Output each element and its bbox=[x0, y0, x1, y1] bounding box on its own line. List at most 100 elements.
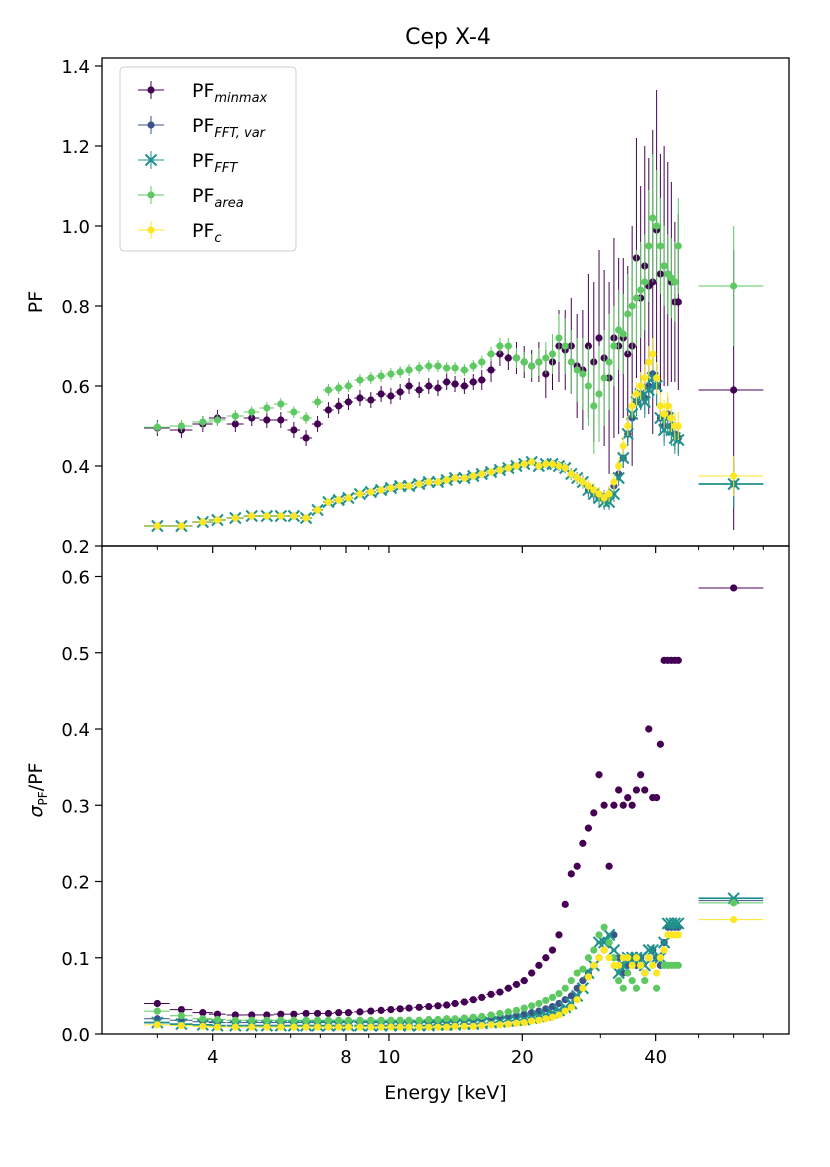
data-point bbox=[535, 462, 543, 470]
data-point bbox=[542, 354, 550, 362]
data-point bbox=[595, 490, 603, 498]
data-point bbox=[573, 996, 581, 1004]
data-point bbox=[469, 472, 477, 480]
data-point bbox=[595, 390, 603, 398]
data-point bbox=[628, 302, 636, 310]
data-point bbox=[641, 374, 649, 382]
data-point bbox=[356, 394, 364, 402]
data-point bbox=[460, 998, 468, 1006]
data-point-x bbox=[617, 451, 630, 465]
data-point bbox=[619, 984, 627, 992]
data-point bbox=[674, 422, 682, 430]
data-point bbox=[248, 1016, 256, 1024]
data-point bbox=[730, 472, 738, 480]
data-point bbox=[605, 938, 613, 947]
data-point bbox=[520, 1004, 528, 1012]
data-point bbox=[660, 410, 668, 418]
data-point bbox=[356, 376, 364, 384]
data-point bbox=[573, 474, 581, 482]
data-point bbox=[664, 402, 672, 410]
data-point bbox=[641, 278, 649, 286]
data-point bbox=[496, 466, 504, 474]
data-point bbox=[645, 725, 653, 733]
data-point bbox=[153, 423, 161, 431]
data-point-x bbox=[570, 989, 584, 1003]
data-point bbox=[263, 416, 271, 424]
data-point bbox=[451, 380, 459, 388]
data-point bbox=[730, 386, 738, 394]
data-point bbox=[535, 1016, 543, 1024]
data-point bbox=[153, 999, 161, 1008]
data-point-x bbox=[668, 917, 682, 930]
data-point bbox=[660, 946, 668, 954]
data-point bbox=[405, 482, 413, 490]
data-point bbox=[387, 370, 395, 378]
data-point bbox=[595, 771, 603, 779]
data-point bbox=[367, 488, 375, 496]
data-point bbox=[313, 398, 322, 406]
data-point bbox=[344, 398, 353, 406]
data-point bbox=[153, 522, 161, 530]
series-minmax bbox=[144, 584, 764, 1019]
data-point bbox=[177, 1022, 186, 1030]
data-point bbox=[632, 294, 641, 302]
data-point bbox=[387, 1016, 395, 1024]
legend-label: PFFFT, var bbox=[192, 115, 267, 141]
data-point bbox=[199, 1009, 207, 1017]
data-point bbox=[478, 376, 486, 384]
data-point bbox=[231, 420, 239, 428]
data-point bbox=[478, 1012, 486, 1021]
data-point bbox=[460, 366, 468, 374]
data-point bbox=[496, 1009, 504, 1018]
data-point bbox=[645, 242, 653, 250]
data-point bbox=[248, 1023, 256, 1031]
data-point bbox=[478, 993, 486, 1002]
data-point bbox=[624, 969, 632, 977]
y-tick-label: 0.0 bbox=[61, 1025, 90, 1046]
legend-item-fftvar: PFFFT, var bbox=[138, 115, 267, 141]
data-point bbox=[387, 1023, 395, 1031]
y-tick-label: 1.0 bbox=[61, 217, 90, 238]
data-point bbox=[443, 476, 451, 484]
series-fft bbox=[144, 892, 764, 1032]
data-point bbox=[624, 954, 632, 962]
data-point bbox=[573, 969, 581, 977]
legend-marker bbox=[147, 191, 155, 199]
data-point bbox=[356, 1008, 364, 1016]
data-point bbox=[335, 1023, 343, 1031]
top-plot-pf: 0.2 0.4 0.6 0.8 1.0 1.2 1.4 PF bbox=[25, 57, 790, 558]
data-point bbox=[628, 961, 636, 969]
data-point bbox=[619, 330, 627, 338]
data-point bbox=[584, 482, 593, 490]
data-point bbox=[641, 977, 649, 985]
data-point bbox=[415, 1023, 423, 1031]
data-point bbox=[548, 946, 557, 954]
data-point bbox=[730, 916, 738, 924]
data-point bbox=[528, 1017, 536, 1025]
data-point bbox=[425, 478, 433, 486]
y-tick-label: 0.6 bbox=[61, 377, 90, 398]
data-point bbox=[573, 984, 581, 992]
data-point bbox=[641, 786, 649, 794]
data-point bbox=[656, 740, 665, 748]
data-point bbox=[528, 362, 536, 370]
data-point bbox=[425, 1002, 433, 1011]
data-point bbox=[460, 1022, 468, 1030]
data-point bbox=[177, 1006, 186, 1014]
data-point bbox=[248, 512, 256, 520]
series-c bbox=[144, 916, 764, 1031]
data-point bbox=[443, 1001, 451, 1009]
data-point bbox=[637, 382, 645, 390]
data-point bbox=[660, 262, 668, 270]
data-point bbox=[548, 460, 557, 468]
data-point bbox=[528, 969, 536, 977]
data-point bbox=[487, 990, 495, 998]
data-point bbox=[730, 584, 738, 592]
data-point bbox=[396, 1023, 404, 1031]
data-point bbox=[487, 350, 495, 358]
data-point bbox=[344, 382, 353, 390]
legend-box bbox=[119, 66, 297, 252]
data-point bbox=[496, 342, 504, 350]
data-point bbox=[504, 464, 512, 472]
